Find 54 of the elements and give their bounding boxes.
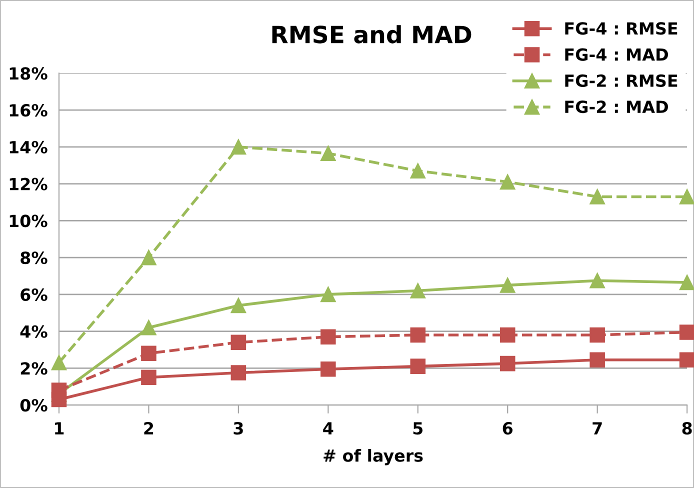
x-tick-label: 1 — [55, 422, 64, 434]
x-tick-label: 7 — [592, 422, 602, 434]
x-tick-label: 8 — [682, 422, 692, 435]
point — [410, 283, 426, 298]
y-tick-label: 8% — [20, 252, 48, 264]
point — [500, 174, 516, 190]
point — [141, 250, 156, 266]
point — [51, 355, 67, 370]
x-tick-label: 5 — [413, 422, 423, 435]
point — [500, 327, 516, 343]
legend-label: FG-2 : MAD — [565, 100, 668, 114]
legend-label: FG-4 : MAD — [565, 48, 668, 61]
point — [679, 352, 694, 368]
x-axis-title: # of layers — [324, 448, 423, 466]
point — [141, 346, 156, 362]
point — [230, 365, 246, 380]
y-tick-label: 12% — [10, 178, 48, 190]
point — [590, 272, 605, 288]
point — [679, 324, 694, 340]
point — [590, 189, 605, 204]
point — [410, 358, 426, 374]
legend-label: FG-2 : RMSE — [565, 74, 678, 87]
legend-label: FG-4 : RMSE — [565, 22, 678, 35]
point — [590, 352, 605, 368]
point — [679, 189, 694, 204]
point — [141, 320, 156, 336]
x-tick-label: 4 — [323, 422, 334, 434]
y-tick-label: 10% — [10, 214, 48, 228]
y-tick-label: 2% — [20, 362, 48, 375]
point — [230, 139, 246, 155]
point — [141, 370, 156, 386]
x-tick-label: 2 — [144, 422, 154, 434]
chart-title: RMSE and MAD — [272, 25, 472, 44]
point — [679, 274, 694, 290]
point — [590, 327, 605, 343]
y-tick-label: 0% — [20, 399, 48, 412]
x-tick-label: 6 — [502, 422, 513, 435]
y-tick-label: 4% — [20, 325, 48, 338]
point — [320, 329, 336, 344]
point — [410, 163, 426, 179]
y-tick-label: 18% — [10, 67, 48, 80]
point — [320, 146, 336, 162]
point — [320, 361, 336, 377]
point — [51, 392, 67, 408]
point — [320, 286, 336, 302]
point — [500, 356, 516, 372]
point — [500, 278, 516, 293]
y-tick-label: 16% — [10, 104, 48, 117]
point — [230, 298, 246, 314]
x-tick-label: 3 — [234, 422, 243, 435]
y-tick-label: 6% — [20, 288, 48, 301]
point — [230, 334, 246, 350]
point — [410, 327, 426, 343]
y-tick-label: 14% — [10, 140, 48, 154]
